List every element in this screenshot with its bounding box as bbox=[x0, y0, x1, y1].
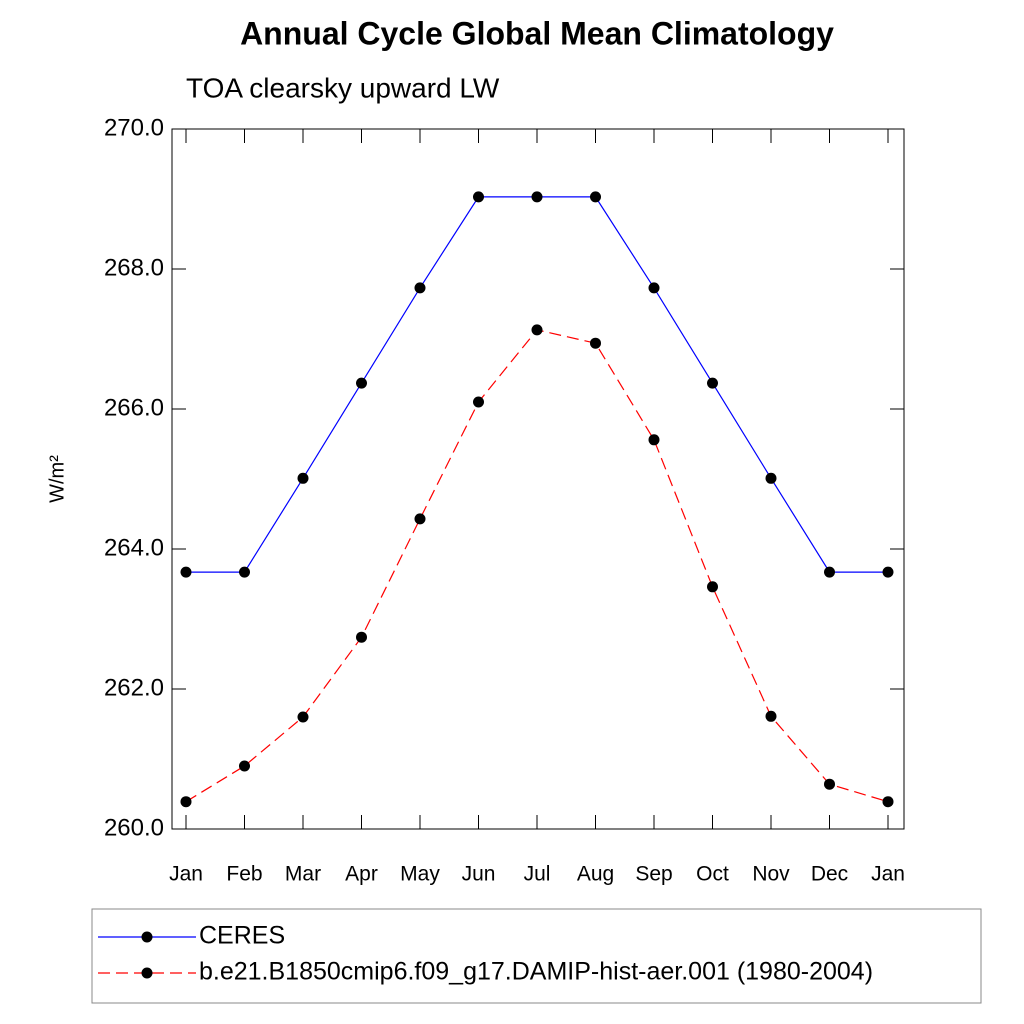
data-point bbox=[297, 711, 309, 723]
y-tick-label: 260.0 bbox=[104, 814, 164, 841]
data-point bbox=[414, 282, 426, 294]
chart-subtitle: TOA clearsky upward LW bbox=[186, 72, 500, 103]
data-point bbox=[765, 472, 777, 484]
y-tick-label: 270.0 bbox=[104, 114, 164, 141]
y-axis-label: W/m² bbox=[46, 455, 68, 503]
y-tick-label: 266.0 bbox=[104, 394, 164, 421]
data-point bbox=[531, 324, 543, 336]
x-tick-label: Apr bbox=[345, 863, 378, 886]
legend-marker bbox=[141, 931, 153, 943]
data-point bbox=[824, 778, 835, 790]
data-point bbox=[648, 282, 660, 294]
legend-label: CERES bbox=[199, 922, 285, 950]
y-tick-label: 264.0 bbox=[104, 534, 164, 561]
y-tick-label: 262.0 bbox=[104, 674, 164, 701]
x-tick-label: Sep bbox=[635, 863, 672, 886]
data-point bbox=[882, 796, 894, 808]
data-point bbox=[473, 191, 484, 203]
data-point bbox=[707, 377, 718, 389]
data-point bbox=[180, 796, 192, 808]
plot-frame bbox=[171, 128, 905, 830]
data-point bbox=[765, 710, 777, 722]
x-tick-label: May bbox=[400, 863, 440, 886]
x-tick-label: Nov bbox=[752, 863, 790, 886]
x-tick-label: Jul bbox=[524, 863, 551, 886]
data-point bbox=[590, 337, 601, 349]
legend-marker bbox=[141, 967, 153, 979]
data-point bbox=[473, 396, 484, 408]
data-point bbox=[882, 566, 894, 578]
x-tick-label: Feb bbox=[226, 863, 262, 886]
data-point bbox=[531, 191, 543, 203]
x-tick-label: Jan bbox=[169, 863, 203, 886]
data-point bbox=[356, 377, 367, 389]
data-point bbox=[414, 513, 426, 525]
data-point bbox=[239, 566, 250, 578]
data-point bbox=[590, 191, 601, 203]
x-tick-label: Mar bbox=[285, 863, 321, 886]
chart-title: Annual Cycle Global Mean Climatology bbox=[240, 15, 834, 51]
x-tick-label: Jan bbox=[871, 863, 905, 886]
x-tick-label: Aug bbox=[577, 863, 614, 886]
y-tick-label: 268.0 bbox=[104, 254, 164, 281]
data-point bbox=[648, 434, 660, 446]
x-tick-label: Oct bbox=[696, 863, 729, 886]
data-point bbox=[707, 581, 718, 593]
data-point bbox=[824, 566, 835, 578]
x-tick-label: Dec bbox=[811, 863, 848, 886]
legend-label: b.e21.B1850cmip6.f09_g17.DAMIP-hist-aer.… bbox=[199, 958, 873, 986]
data-point bbox=[356, 631, 367, 643]
series-line bbox=[185, 329, 889, 803]
legend-box bbox=[91, 908, 982, 1004]
data-point bbox=[239, 760, 250, 772]
series-line bbox=[186, 196, 888, 573]
data-point bbox=[180, 566, 192, 578]
data-point bbox=[297, 472, 309, 484]
x-tick-label: Jun bbox=[462, 863, 496, 886]
